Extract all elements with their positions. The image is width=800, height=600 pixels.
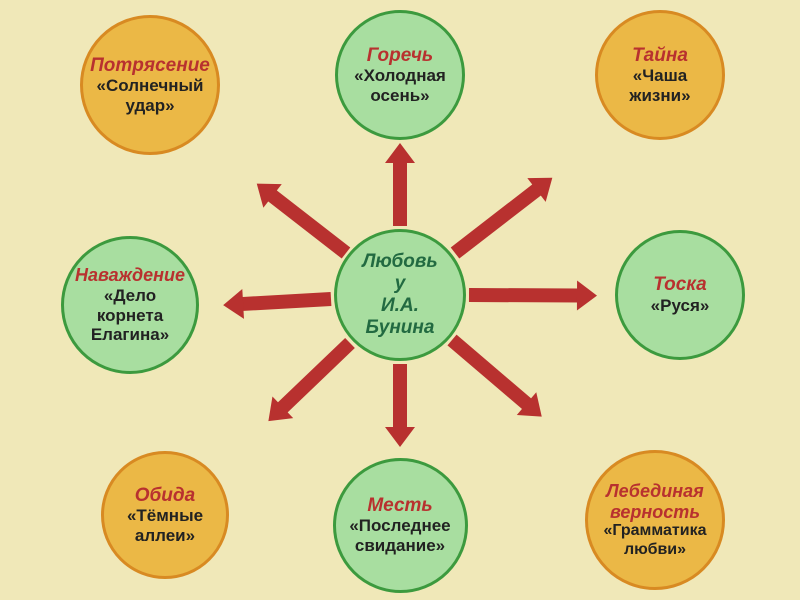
node-obsession: Наваждение«Дело корнета Елагина»: [61, 236, 199, 374]
arrow-4: [469, 288, 579, 303]
node-mystery: Тайна«Чаша жизни»: [595, 10, 725, 140]
node-subtitle: «Дело корнета Елагина»: [72, 286, 188, 345]
node-title: Тоска: [653, 274, 706, 296]
node-bitterness: Горечь«Холодная осень»: [335, 10, 465, 140]
arrow-5: [277, 338, 355, 414]
center-node: Любовь у И.А. Бунина: [334, 229, 466, 361]
center-line1: Любовь: [362, 251, 437, 273]
node-subtitle: «Холодная осень»: [346, 66, 454, 105]
node-title: Наваждение: [75, 265, 185, 286]
arrow-7: [448, 334, 533, 410]
node-title: Тайна: [632, 45, 688, 67]
node-title: Лебединая верность: [596, 481, 714, 522]
node-subtitle: «Последнее свидание»: [344, 516, 457, 555]
arrow-2: [450, 183, 542, 258]
node-title: Горечь: [367, 45, 433, 67]
node-shock: Потрясение«Солнечный удар»: [80, 15, 220, 155]
center-line2: у: [395, 273, 406, 295]
node-title: Обида: [135, 485, 195, 507]
center-line4: Бунина: [366, 317, 435, 339]
arrow-3: [241, 292, 332, 311]
arrow-1: [393, 161, 407, 226]
node-title: Потрясение: [90, 55, 210, 77]
center-line3: И.А.: [381, 295, 419, 317]
node-subtitle: «Тёмные аллеи»: [112, 506, 218, 545]
node-longing: Тоска«Руся»: [615, 230, 745, 360]
arrow-0: [266, 189, 350, 258]
node-title: Месть: [367, 495, 432, 517]
node-offence: Обида«Тёмные аллеи»: [101, 451, 229, 579]
node-revenge: Месть«Последнее свидание»: [333, 458, 468, 593]
node-subtitle: «Грамматика любви»: [596, 522, 714, 559]
node-subtitle: «Чаша жизни»: [606, 66, 714, 105]
node-fidelity: Лебединая верность«Грамматика любви»: [585, 450, 725, 590]
node-subtitle: «Руся»: [651, 296, 710, 316]
node-subtitle: «Солнечный удар»: [91, 76, 209, 115]
arrow-6: [393, 364, 407, 429]
